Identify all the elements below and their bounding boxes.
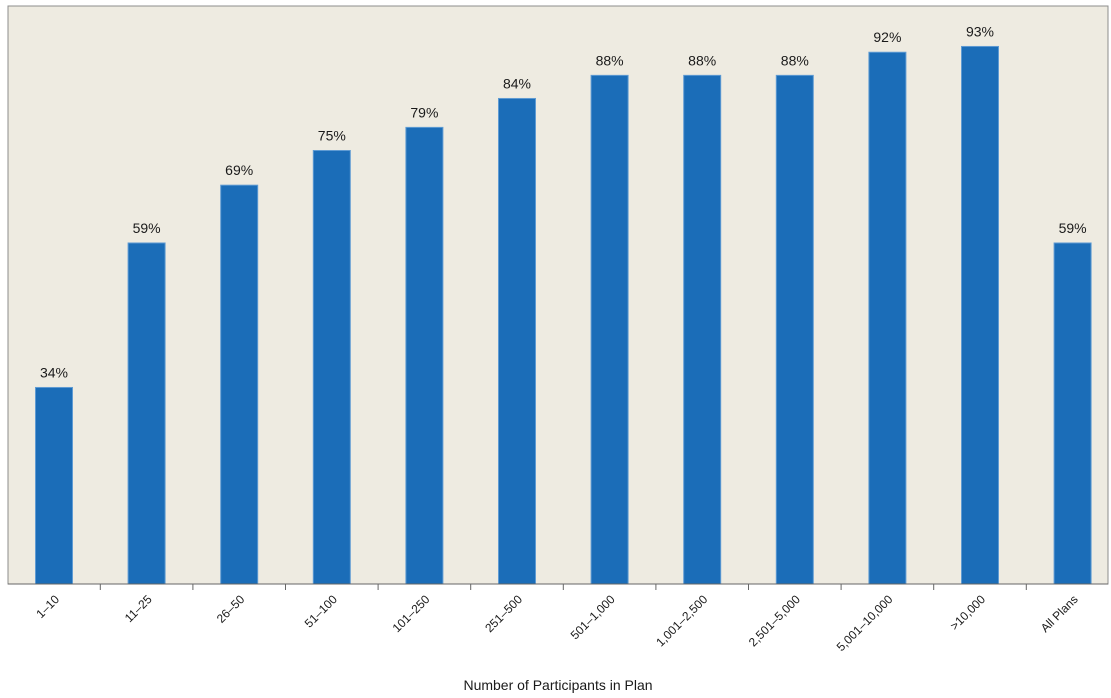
bar-value-label: 69% [225,162,253,178]
bar-value-label: 75% [318,128,346,144]
bar-value-label: 92% [873,29,901,45]
bar [868,51,907,585]
x-tick-group [99,584,1027,590]
x-tick-label: 1,001–2,500 [653,592,710,649]
bar-value-label: 88% [596,52,624,68]
x-tick-label: 51–100 [302,592,340,630]
bar [961,45,999,585]
bar [127,242,166,585]
bar-value-label: 93% [966,23,994,39]
bar-value-label: 79% [410,104,438,120]
x-axis-title: Number of Participants in Plan [463,677,652,693]
bar [1053,242,1092,585]
bar-value-label: 88% [688,52,716,68]
bar [312,150,351,585]
bar-value-label: 34% [40,364,68,380]
bar [220,184,259,585]
bar-value-label: 59% [1059,220,1087,236]
x-tick-label: 1–10 [33,592,62,621]
x-tick-label: All Plans [1038,592,1081,635]
value-label-group: 34% 59% 69% 75% 79% 84% 88% 88% 88% 92% 93% 59% [40,23,1087,380]
bar [775,74,814,585]
x-tick-label-group: 1–10 11–25 26–50 51–100 101–250 251–500 501–1,… [33,592,1080,654]
x-tick-label: 501–1,000 [568,592,618,642]
x-tick-label: 11–25 [122,592,155,625]
bar [405,126,444,585]
bar [35,386,73,585]
x-tick-label: 251–500 [482,592,525,635]
bar [498,97,536,585]
bar-value-label: 59% [133,220,161,236]
x-tick-label: 2,501–5,000 [746,592,803,649]
bar-value-label: 88% [781,52,809,68]
bar [590,74,629,585]
plot-area [7,5,1109,585]
bar-group [35,45,1092,585]
bar-value-label: 84% [503,75,531,91]
x-tick-label: >10,000 [947,592,988,633]
x-tick-label: 5,001–10,000 [834,592,896,654]
x-tick-label: 101–250 [390,592,433,635]
x-tick-label: 26–50 [214,592,248,626]
bar [683,74,722,585]
